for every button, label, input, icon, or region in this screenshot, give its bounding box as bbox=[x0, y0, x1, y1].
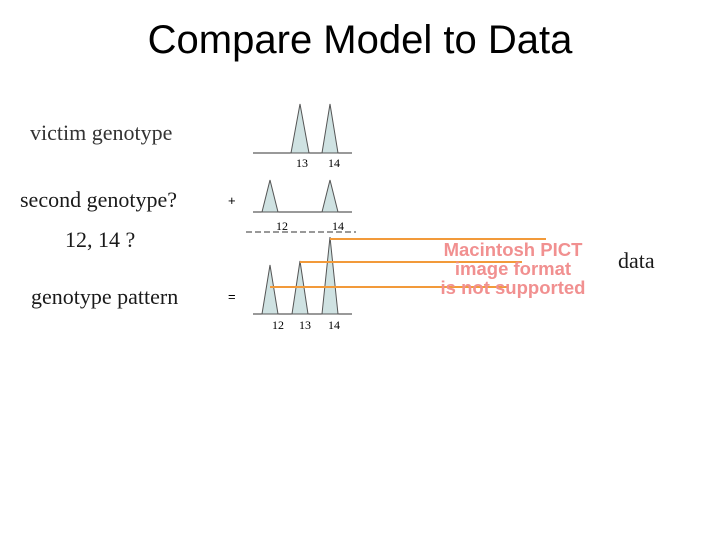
second-tick-12: 12 bbox=[276, 219, 288, 233]
victim-tick-13: 13 bbox=[296, 156, 308, 170]
data-label: data bbox=[618, 248, 655, 273]
placeholder-line-2: image format bbox=[454, 258, 572, 279]
victim-profile: 13 14 bbox=[253, 103, 352, 170]
second-genotype-value: 12, 14 ? bbox=[65, 227, 136, 252]
slide-title: Compare Model to Data bbox=[147, 18, 573, 62]
victim-peak-14 bbox=[321, 103, 339, 154]
placeholder-line-1: Macintosh PICT bbox=[443, 239, 583, 260]
pattern-tick-13: 13 bbox=[299, 318, 311, 332]
second-peak-12 bbox=[261, 179, 279, 213]
victim-peak-13 bbox=[290, 103, 310, 154]
pattern-profile: 12 13 14 bbox=[253, 236, 352, 332]
second-profile: 12 14 bbox=[246, 179, 356, 233]
unsupported-image-placeholder: Macintosh PICT image format is not suppo… bbox=[418, 240, 608, 297]
data-connectors bbox=[270, 238, 546, 288]
victim-tick-14: 14 bbox=[328, 156, 340, 170]
genotype-pattern-label: genotype pattern bbox=[31, 284, 179, 309]
plus-operator: + bbox=[228, 193, 236, 208]
second-tick-14: 14 bbox=[332, 219, 344, 233]
placeholder-line-3: is not supported bbox=[440, 277, 586, 298]
victim-genotype-label: victim genotype bbox=[30, 120, 173, 145]
second-genotype-label: second genotype? bbox=[20, 187, 177, 212]
second-peak-14 bbox=[321, 179, 339, 213]
pattern-peak-14 bbox=[321, 236, 339, 315]
pattern-tick-12: 12 bbox=[272, 318, 284, 332]
pattern-tick-14: 14 bbox=[328, 318, 340, 332]
pattern-peak-12 bbox=[261, 264, 279, 315]
equals-operator: = bbox=[228, 289, 236, 304]
